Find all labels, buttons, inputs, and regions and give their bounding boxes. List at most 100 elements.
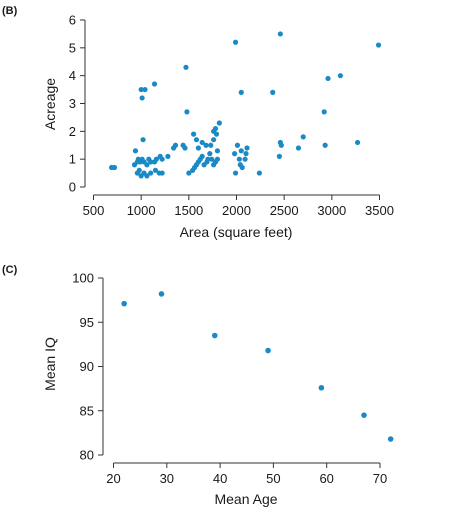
data-point [242,156,248,162]
x-tick-label: 20 [106,471,120,486]
axes-b: 0 1 2 3 4 5 6 500 1000 1500 2000 2500 3000 3500 [69,13,394,219]
data-point [318,384,325,391]
data-point [193,137,200,143]
data-point [237,162,243,168]
data-point [216,120,222,126]
y-tick-label: 90 [80,359,94,374]
x-axis-title-c: Mean Age [214,491,277,507]
x-axis-title-b: Area (square feet) [180,224,293,240]
x-tick-label: 70 [373,471,387,486]
data-point [231,151,238,157]
y-axis-title-b: Acreage [42,78,58,130]
data-point [209,156,215,162]
data-point [212,125,219,132]
x-tick-label: 3000 [317,203,346,218]
data-point [148,170,154,176]
data-point [184,109,190,115]
data-point [300,134,306,140]
points-c [121,291,394,442]
data-point [277,31,283,37]
data-point [151,81,158,87]
panel-label-b: (B) [2,5,18,17]
data-point [144,173,150,179]
y-tick-label: 100 [72,271,94,286]
data-point [159,156,165,162]
y-tick-label: 1 [69,152,76,167]
data-point [207,151,213,157]
data-point [121,300,127,307]
y-tick-label: 2 [69,124,76,139]
data-point [244,145,250,151]
data-point [208,142,214,148]
data-point [199,139,205,146]
panel-label-c: (C) [2,264,18,276]
data-point [139,95,145,101]
data-point [111,164,118,171]
data-point [270,89,276,95]
x-tick-label: 2500 [270,203,299,218]
x-tick-label: 30 [160,471,174,486]
chart-panel-b: (B) Acreage Area (square feet) 0 1 2 3 4 5 6 50… [2,5,394,240]
data-point [256,170,262,176]
x-tick-label: 2000 [222,203,251,218]
data-point [172,142,179,148]
points-b [109,31,382,179]
data-point [325,75,331,82]
data-point [140,137,146,143]
y-tick-label: 85 [80,403,94,418]
data-point [203,142,209,148]
y-axis-title-c: Mean IQ [42,337,58,391]
data-point [243,151,249,157]
data-point [142,86,148,93]
data-point [211,137,217,143]
data-point [205,156,211,162]
data-point [321,109,327,115]
data-point [158,291,165,297]
y-tick-label: 80 [80,448,94,463]
data-point [295,145,302,151]
axes-c: 80 85 90 95 100 20 30 40 50 60 70 [72,271,387,487]
data-point [191,131,197,137]
y-tick-label: 5 [69,40,76,55]
y-tick-label: 4 [69,68,76,83]
data-point [183,64,189,70]
data-point [144,162,150,168]
data-point [211,332,218,339]
y-tick-label: 95 [80,315,94,330]
data-point [159,170,165,176]
data-point [132,148,139,154]
data-point [238,89,244,95]
data-point [138,86,144,93]
data-point [199,153,205,159]
data-point [238,148,244,154]
data-point [152,167,159,173]
data-point [136,167,142,173]
data-point [153,156,160,162]
data-point [278,142,284,148]
y-tick-label: 0 [69,180,76,195]
data-point [354,139,361,146]
data-point [182,145,188,151]
chart-panel-c: (C) Mean IQ Mean Age 80 85 90 95 100 20 30 40 50… [2,264,394,507]
data-point [232,170,239,176]
data-point [361,412,367,418]
data-point [186,170,192,176]
x-tick-label: 1500 [174,203,203,218]
x-tick-label: 60 [319,471,333,486]
data-point [387,436,394,442]
data-point [236,156,242,162]
data-point [214,148,221,154]
data-point [148,159,154,165]
y-tick-label: 3 [69,96,76,111]
x-tick-label: 3500 [365,203,394,218]
data-point [165,153,171,159]
data-point [234,142,241,148]
data-point [265,347,271,354]
data-point [232,39,239,45]
data-point [276,153,282,159]
x-tick-label: 1000 [127,203,156,218]
x-tick-label: 40 [213,471,227,486]
x-tick-label: 50 [266,471,280,486]
y-tick-label: 6 [69,13,76,28]
